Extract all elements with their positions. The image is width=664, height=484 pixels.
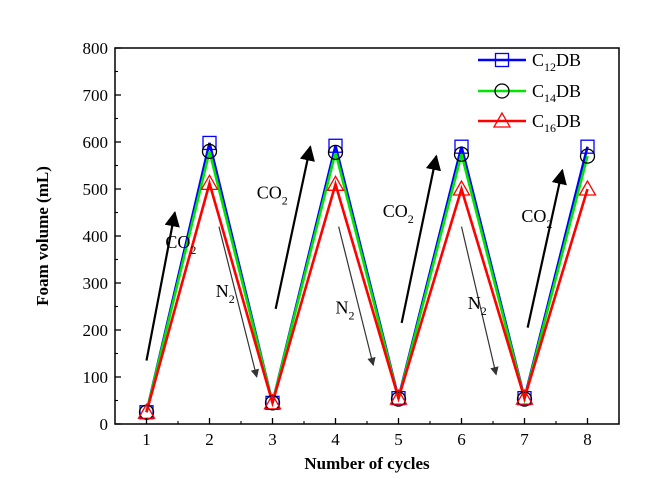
y-tick-label: 700 xyxy=(83,86,109,105)
legend-label-12: C12DB xyxy=(532,50,581,74)
annotation-label-sub: 2 xyxy=(481,304,487,318)
data-point-16 xyxy=(389,388,408,405)
y-tick-label: 800 xyxy=(83,39,109,58)
legend-label-main: C xyxy=(532,50,544,70)
annotation-arrow xyxy=(526,168,567,328)
series-line-14 xyxy=(145,151,589,413)
annotation-label: CO2 xyxy=(165,232,196,257)
annotation-label: N2 xyxy=(468,293,487,318)
annotation-label-sub: 2 xyxy=(190,243,196,257)
legend-marker-14 xyxy=(494,83,510,99)
annotation-label: N2 xyxy=(336,298,355,323)
x-tick-label: 4 xyxy=(331,430,340,449)
y-tick-label: 500 xyxy=(83,180,109,199)
y-tick-label: 200 xyxy=(83,321,109,340)
annotation-arrow xyxy=(460,226,499,376)
annotation-arrow xyxy=(338,226,376,367)
annotation-label-sub: 2 xyxy=(546,217,552,231)
data-point-16 xyxy=(326,174,345,191)
annotation-label: CO2 xyxy=(257,182,288,207)
legend-label-14: C14DB xyxy=(532,81,581,105)
series-line-16 xyxy=(145,178,589,413)
annotation-label: CO2 xyxy=(383,201,414,226)
data-point-14 xyxy=(579,148,596,164)
y-tick-label: 100 xyxy=(83,368,109,387)
legend-label-tail: DB xyxy=(556,81,581,101)
legend-label-main: C xyxy=(532,111,544,131)
data-point-14 xyxy=(390,391,407,407)
y-tick-label: 400 xyxy=(83,227,109,246)
y-tick-label: 0 xyxy=(100,415,109,434)
data-point-12 xyxy=(580,139,595,154)
data-point-14 xyxy=(327,144,344,160)
annotation-label-main: N xyxy=(468,293,481,313)
data-point-16 xyxy=(515,388,534,405)
data-point-16 xyxy=(578,179,597,196)
x-tick-label: 7 xyxy=(520,430,529,449)
x-tick-label: 6 xyxy=(457,430,466,449)
data-point-16 xyxy=(452,179,471,196)
data-point-12 xyxy=(454,139,469,154)
data-point-12 xyxy=(328,138,343,153)
x-tick-label: 5 xyxy=(394,430,403,449)
series-layer xyxy=(137,135,597,420)
annotation-label-main: CO xyxy=(257,182,282,202)
legend-label-main: C xyxy=(532,81,544,101)
data-point-14 xyxy=(516,391,533,407)
x-tick-label: 2 xyxy=(205,430,214,449)
annotation-label-sub: 2 xyxy=(282,193,288,207)
annotation-label-sub: 2 xyxy=(408,212,414,226)
y-tick-label: 300 xyxy=(83,274,109,293)
data-point-14 xyxy=(201,143,218,160)
data-point-12 xyxy=(202,135,217,151)
x-tick-label: 1 xyxy=(142,430,151,449)
data-point-16 xyxy=(263,393,282,410)
annotation-label-sub: 2 xyxy=(349,309,355,323)
legend-label-16: C16DB xyxy=(532,111,581,135)
legend-label-sub: 16 xyxy=(544,121,556,135)
legend-label-sub: 14 xyxy=(544,91,556,105)
annotation-label-main: N xyxy=(336,298,349,318)
annotation-arrow xyxy=(400,154,442,324)
annotation-label-main: N xyxy=(216,281,229,301)
annotation-arrow xyxy=(218,226,259,378)
annotation-label: CO2 xyxy=(521,206,552,231)
data-point-14 xyxy=(453,146,470,162)
legend-label-tail: DB xyxy=(556,50,581,70)
annotation-label-main: CO xyxy=(383,201,408,221)
x-tick-label: 3 xyxy=(268,430,277,449)
y-axis-title: Foam volume (mL) xyxy=(33,166,52,306)
annotation-label-main: CO xyxy=(165,232,190,252)
annotation-label-sub: 2 xyxy=(229,292,235,306)
x-axis-title: Number of cycles xyxy=(304,454,430,473)
legend-marker-12 xyxy=(494,52,510,68)
annotation-label: N2 xyxy=(216,281,235,306)
legend-label-tail: DB xyxy=(556,111,581,131)
annotation-label-main: CO xyxy=(521,206,546,226)
x-tick-label: 8 xyxy=(583,430,592,449)
legend-label-sub: 12 xyxy=(544,60,556,74)
annotation-arrow xyxy=(145,210,180,361)
legend-marker-16 xyxy=(492,111,512,128)
y-tick-label: 600 xyxy=(83,133,109,152)
data-point-16 xyxy=(200,174,219,191)
annotation-arrow xyxy=(274,145,315,310)
